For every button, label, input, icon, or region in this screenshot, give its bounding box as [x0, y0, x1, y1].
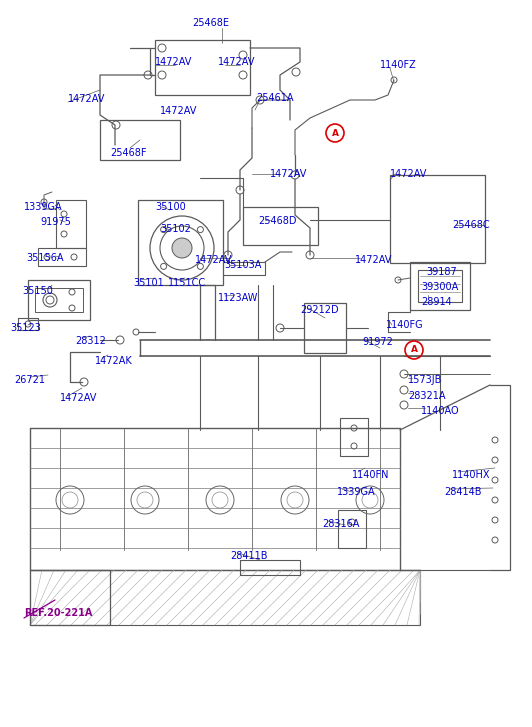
Text: 25468C: 25468C	[452, 220, 489, 230]
Text: 1140HX: 1140HX	[452, 470, 491, 480]
Text: 1472AV: 1472AV	[68, 94, 105, 104]
Text: 1472AV: 1472AV	[195, 255, 232, 265]
Text: 1140FN: 1140FN	[352, 470, 389, 480]
Circle shape	[172, 238, 192, 258]
Text: 1472AV: 1472AV	[160, 106, 197, 116]
Text: 28312: 28312	[75, 336, 106, 346]
Text: 35103A: 35103A	[224, 260, 261, 270]
Text: 1140AO: 1140AO	[421, 406, 460, 416]
Bar	[410, 262, 470, 310]
Bar	[56, 200, 86, 248]
Text: REF.20-221A: REF.20-221A	[24, 608, 93, 618]
Text: 1472AV: 1472AV	[270, 169, 307, 179]
Text: 1472AK: 1472AK	[95, 356, 133, 366]
Text: 91972: 91972	[362, 337, 393, 347]
Text: 25468E: 25468E	[192, 18, 229, 28]
Text: 25461A: 25461A	[256, 93, 294, 103]
Text: 1140FZ: 1140FZ	[380, 60, 417, 70]
Text: 25468D: 25468D	[258, 216, 296, 226]
Text: 39300A: 39300A	[421, 282, 458, 292]
Bar	[38, 248, 86, 266]
Text: 28316A: 28316A	[322, 519, 360, 529]
Text: 1339GA: 1339GA	[24, 202, 63, 212]
Text: 35100: 35100	[155, 202, 186, 212]
Bar	[30, 570, 420, 625]
Text: 35150: 35150	[22, 286, 53, 296]
Text: 35102: 35102	[160, 224, 191, 234]
Bar	[100, 120, 180, 160]
Bar	[338, 510, 366, 548]
Text: 1123AW: 1123AW	[218, 293, 259, 303]
Bar	[340, 418, 368, 456]
Text: 28414B: 28414B	[444, 487, 481, 497]
Bar	[390, 175, 485, 263]
Bar	[28, 280, 90, 320]
Bar	[304, 303, 346, 353]
Text: 28914: 28914	[421, 297, 452, 307]
Text: 1151CC: 1151CC	[168, 278, 206, 288]
Text: 1472AV: 1472AV	[355, 255, 393, 265]
Text: 1472AV: 1472AV	[218, 57, 255, 67]
Text: 28411B: 28411B	[230, 551, 268, 561]
Bar	[155, 40, 250, 95]
Text: 1472AV: 1472AV	[390, 169, 427, 179]
Text: 1339GA: 1339GA	[337, 487, 376, 497]
Text: 1140FG: 1140FG	[386, 320, 423, 330]
Text: 39187: 39187	[426, 267, 457, 277]
Bar	[138, 200, 223, 285]
Text: 35156A: 35156A	[26, 253, 63, 263]
Bar	[35, 288, 83, 312]
Bar	[243, 207, 318, 245]
Text: 29212D: 29212D	[300, 305, 339, 315]
Text: A: A	[411, 345, 418, 355]
Text: 1472AV: 1472AV	[155, 57, 193, 67]
Bar	[418, 270, 462, 302]
Text: 1573JB: 1573JB	[408, 375, 443, 385]
Text: 35123: 35123	[10, 323, 41, 333]
Bar	[30, 570, 110, 625]
Text: 91975: 91975	[40, 217, 71, 227]
Text: 35101: 35101	[133, 278, 164, 288]
Text: A: A	[331, 129, 338, 137]
Text: 25468F: 25468F	[110, 148, 146, 158]
Text: 26721: 26721	[14, 375, 45, 385]
Text: 1472AV: 1472AV	[60, 393, 97, 403]
Text: 28321A: 28321A	[408, 391, 445, 401]
